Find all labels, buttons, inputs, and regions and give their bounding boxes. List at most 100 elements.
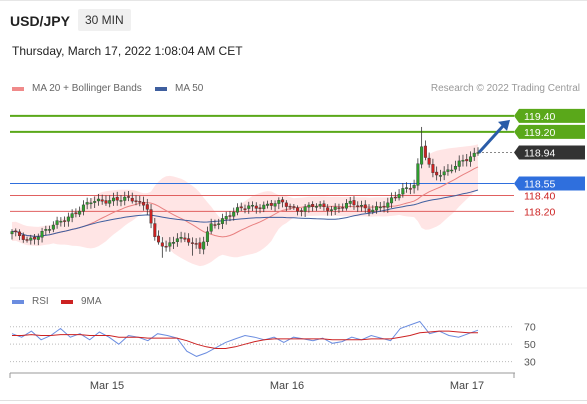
candle (442, 166, 446, 181)
candle (126, 191, 130, 202)
candle-body (348, 200, 352, 204)
legend-ma50-label: MA 50 (175, 83, 204, 94)
candle-body (408, 188, 412, 190)
ma50-line (11, 189, 479, 237)
candle (40, 227, 44, 243)
candle-body (416, 163, 420, 186)
candle (235, 203, 239, 216)
candle-body (337, 207, 341, 209)
candle (25, 236, 29, 243)
candle-body (375, 206, 379, 211)
price-tag-118.20: 118.20 (524, 206, 555, 218)
candle (243, 204, 247, 214)
price-tag-119.40: 119.40 (514, 108, 585, 123)
candle-body (108, 200, 112, 204)
candle (21, 232, 25, 243)
candle (220, 213, 224, 229)
candle-body (168, 242, 172, 247)
price-tag-label: 119.20 (524, 127, 555, 139)
candle-body (126, 196, 130, 198)
candle-body (266, 203, 270, 206)
candle (44, 225, 48, 236)
candle-body (442, 171, 446, 176)
candle (375, 201, 379, 214)
candle-body (81, 204, 85, 212)
candle-body (89, 202, 93, 205)
ma20-line (11, 166, 479, 238)
rsi-ma-swatch (61, 299, 73, 304)
candle-body (78, 210, 82, 215)
candle-body (10, 231, 14, 235)
candle (153, 217, 157, 241)
candle (14, 228, 18, 237)
candle (160, 237, 164, 258)
candle-body (183, 237, 187, 240)
candle (423, 140, 427, 161)
candle (209, 218, 213, 235)
candle-body (450, 169, 454, 172)
candle (446, 164, 450, 176)
candle-body (33, 236, 37, 240)
candle (85, 197, 89, 210)
candle (232, 207, 236, 221)
candle-body (194, 243, 198, 245)
price-tag-bg (514, 124, 585, 139)
candle-body (228, 215, 232, 217)
candle (78, 206, 82, 217)
price-tag-bg (514, 108, 585, 123)
candle (420, 126, 424, 169)
rsi-swatch (12, 299, 24, 304)
legend-ma50: MA 50 (155, 83, 203, 94)
candle (190, 237, 194, 256)
candle-body (21, 235, 25, 240)
candle (266, 200, 270, 209)
candle (408, 182, 412, 195)
candle (284, 200, 288, 212)
candle-body (149, 209, 153, 224)
candle (123, 191, 127, 206)
candle-body (205, 231, 209, 242)
candle-body (220, 218, 224, 224)
candle-body (397, 194, 401, 199)
candle (393, 191, 397, 202)
price-tag-118.94: 118.94 (514, 145, 585, 160)
candle-body (468, 156, 472, 162)
candle-body (461, 159, 465, 162)
candle (337, 203, 341, 213)
candle (81, 200, 85, 216)
candle (149, 204, 153, 229)
candle (269, 200, 273, 210)
candle-body (85, 202, 89, 205)
candle-body (465, 159, 469, 162)
price-tag-bg (514, 176, 585, 191)
candle-body (262, 204, 266, 210)
candle-body (352, 200, 356, 206)
candle-body (243, 208, 247, 210)
timeframe-badge[interactable]: 30 MIN (78, 9, 131, 31)
candle (145, 198, 149, 215)
candle-body (363, 204, 367, 209)
candle-body (288, 205, 292, 208)
ma20-swatch (12, 86, 24, 91)
candle (10, 229, 14, 240)
candle (352, 196, 356, 210)
candle-body (217, 223, 221, 225)
candle-body (157, 235, 161, 243)
candle-body (115, 196, 119, 201)
candle-body (172, 242, 176, 244)
candle (356, 201, 360, 212)
legend-ma20-label: MA 20 + Bollinger Bands (32, 83, 142, 94)
candle (457, 155, 461, 171)
candle (450, 164, 454, 174)
candle (412, 179, 416, 194)
candle-body (232, 211, 236, 217)
candle (29, 234, 33, 245)
candle (322, 200, 326, 211)
candle-body (213, 224, 217, 226)
candle (228, 211, 232, 222)
candle-body (153, 223, 157, 237)
candle-body (292, 206, 296, 208)
candle (318, 201, 322, 209)
candle (465, 153, 469, 167)
